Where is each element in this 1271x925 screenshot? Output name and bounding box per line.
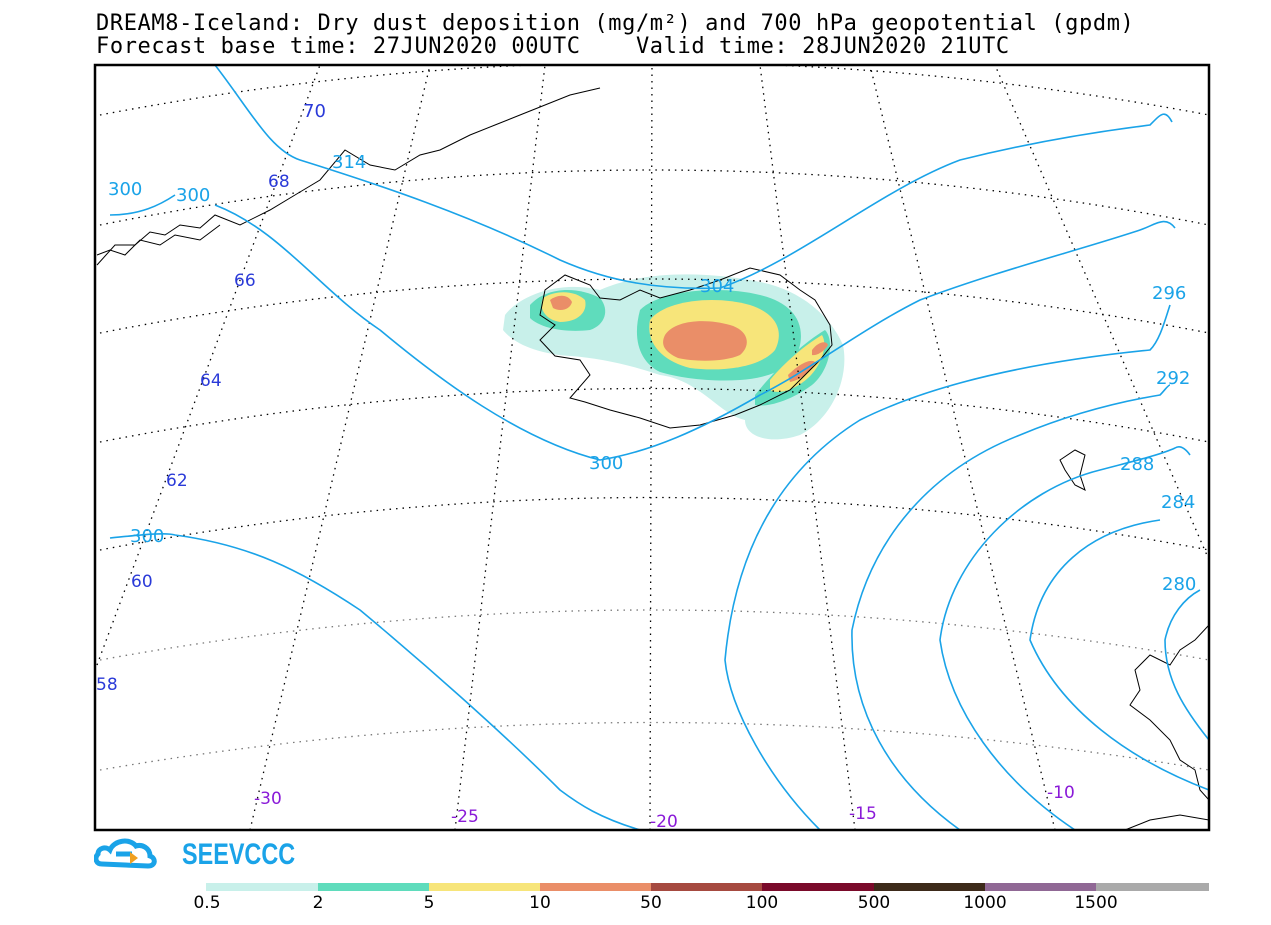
chart-title: DREAM8-Iceland: Dry dust deposition (mg/… [96,11,1135,36]
seevccc-logo [94,838,157,869]
longitude-label: -15 [849,804,877,824]
contour-label: 300 [108,179,142,200]
cloud-icon [94,838,157,869]
legend-swatch [429,883,540,891]
legend-swatch [1096,883,1209,891]
dust-deposition-field [503,274,845,440]
legend-label: 500 [857,893,891,913]
contour-label: 300 [130,526,164,547]
longitude-label: -30 [254,789,282,809]
contour-labels: 70 314 300 300 304 300 300 296 292 288 2… [108,101,1196,595]
legend-swatch [985,883,1096,891]
legend-swatch [206,883,318,891]
longitude-label: -25 [451,807,479,827]
legend-swatch [540,883,651,891]
contour-label: 284 [1161,492,1195,513]
legend-label: 2 [312,893,324,913]
contour-label: 304 [700,276,734,297]
map-frame [93,63,1211,832]
contour-label: 296 [1152,283,1186,304]
contour-label: 70 [303,101,326,122]
latitude-labels: 68 66 64 62 60 58 [96,172,290,695]
dust-level-10 [550,295,572,310]
legend-swatch [651,883,762,891]
geopotential-contours [109,65,1209,830]
dust-level-10 [663,321,747,361]
legend-swatch [318,883,429,891]
latitude-label: 68 [268,172,290,192]
legend-label: 1500 [1074,893,1118,913]
latitude-grid [99,65,1209,771]
legend-label: 1000 [963,893,1007,913]
latitude-label: 66 [234,271,256,291]
logo-text: SEEVCCC [182,838,296,871]
longitude-label: -20 [650,812,678,832]
longitude-grid [96,65,1209,830]
contour-label: 300 [589,453,623,474]
contour-label: 280 [1162,574,1196,595]
legend-label: 5 [423,893,435,913]
coastlines [96,87,1209,830]
longitude-label: -10 [1047,783,1075,803]
contour-label: 314 [332,152,366,173]
legend-swatch [874,883,985,891]
latitude-label: 60 [131,572,153,592]
latitude-label: 62 [166,471,188,491]
dust-level-5 [770,335,825,392]
legend-label: 50 [640,893,662,913]
legend-label: 100 [745,893,779,913]
dust-level-10 [812,342,828,356]
longitude-labels: -30 -25 -20 -15 -10 [254,783,1075,832]
contour-label: 288 [1120,454,1154,475]
latitude-label: 58 [96,675,118,695]
legend-label: 0.5 [193,893,221,913]
legend-swatch [762,883,874,891]
contour-label: 292 [1156,368,1190,389]
contour-label: 300 [176,185,210,206]
latitude-label: 64 [200,371,222,391]
legend-label: 10 [529,893,551,913]
forecast-times: Forecast base time: 27JUN2020 00UTC Vali… [96,34,1010,59]
